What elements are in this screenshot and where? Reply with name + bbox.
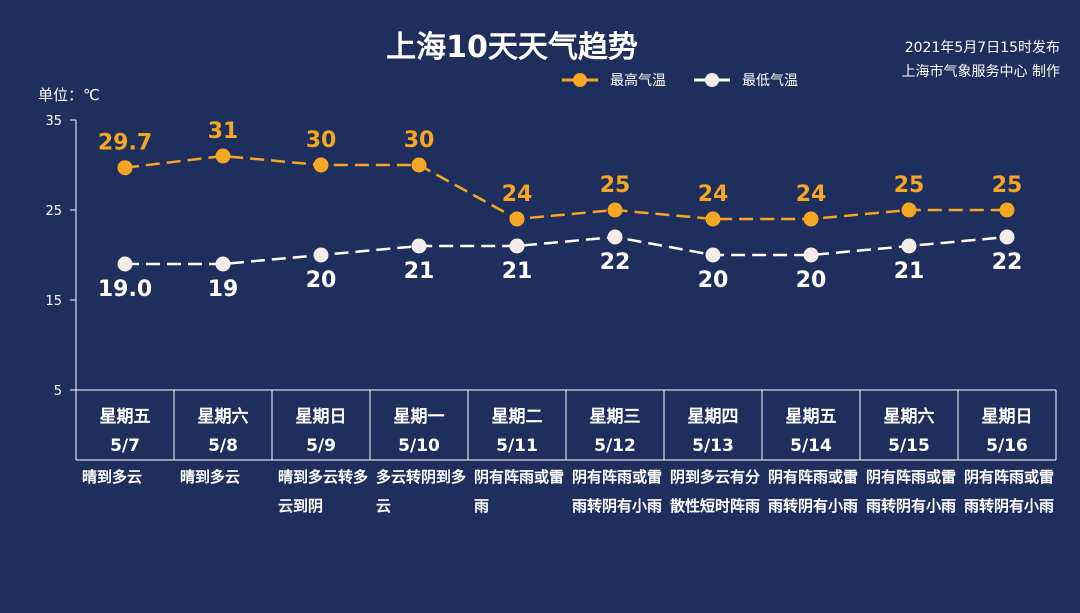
issued-time: 2021年5月7日15时发布 — [904, 40, 1060, 56]
point-high — [607, 202, 623, 218]
point-high — [803, 211, 819, 227]
x-day-label: 星期六 — [884, 406, 935, 427]
data-label-low: 22 — [600, 250, 631, 275]
issued-info: 2021年5月7日15时发布 上海市气象服务中心 制作 — [902, 36, 1060, 84]
x-date-label: 5/16 — [986, 436, 1028, 456]
weather-description: 阴有阵雨或雷雨 — [474, 468, 565, 515]
series-line-low — [125, 235, 1008, 266]
weather-description: 阴有阵雨或雷雨转阴有小雨 — [866, 468, 957, 515]
data-label-low: 19 — [208, 277, 239, 302]
legend-item-low: 最低气温 — [692, 70, 798, 90]
weather-description: 阴有阵雨或雷雨转阴有小雨 — [572, 468, 663, 515]
point-high — [901, 202, 917, 218]
x-day-label: 星期二 — [492, 407, 543, 427]
legend-high-swatch — [562, 73, 598, 87]
y-tick-label: 5 — [54, 384, 62, 399]
x-day-label: 星期五 — [100, 407, 151, 427]
data-label-high: 25 — [992, 173, 1023, 198]
x-date-label: 5/11 — [496, 436, 538, 456]
data-label-low: 21 — [894, 259, 925, 284]
point-low — [411, 238, 427, 254]
x-date-label: 5/15 — [888, 436, 930, 456]
x-day-label: 星期六 — [198, 406, 249, 427]
x-date-label: 5/9 — [306, 436, 336, 456]
point-high — [215, 148, 231, 164]
x-date-label: 5/8 — [208, 436, 238, 456]
data-label-high: 25 — [894, 173, 925, 198]
y-tick-label: 25 — [45, 204, 62, 219]
weather-description: 晴到多云 — [82, 468, 143, 486]
data-label-high: 24 — [796, 182, 827, 207]
y-tick-label: 35 — [45, 114, 62, 129]
point-high — [313, 157, 329, 173]
weather-description: 多云转阴到多云 — [376, 468, 467, 515]
x-date-label: 5/14 — [790, 436, 832, 456]
data-label-low: 21 — [404, 259, 435, 284]
legend-low-swatch — [694, 73, 730, 87]
x-day-label: 星期日 — [296, 407, 347, 427]
x-date-label: 5/13 — [692, 436, 734, 456]
point-low — [901, 238, 917, 254]
x-day-label: 星期五 — [786, 407, 837, 427]
data-label-low: 22 — [992, 250, 1023, 275]
y-tick-label: 15 — [45, 294, 62, 309]
weather-description: 晴到多云 — [180, 468, 241, 486]
x-day-label: 星期一 — [394, 407, 445, 427]
weather-description: 阴到多云有分散性短时阵雨 — [670, 468, 761, 515]
data-label-low: 19.0 — [98, 277, 152, 302]
page-title: 上海10天天气趋势 — [386, 30, 638, 65]
data-label-high: 29.7 — [98, 131, 152, 156]
legend-item-high: 最高气温 — [560, 70, 666, 90]
weather-description: 阴有阵雨或雷雨转阴有小雨 — [964, 468, 1055, 515]
point-low — [313, 247, 329, 263]
point-high — [999, 202, 1015, 218]
point-high — [411, 157, 427, 173]
point-low — [999, 229, 1015, 245]
x-date-label: 5/10 — [398, 436, 440, 456]
point-low — [117, 256, 133, 272]
x-day-label: 星期三 — [590, 407, 641, 427]
series-line-high — [124, 154, 1007, 221]
data-label-high: 25 — [600, 173, 631, 198]
x-day-label: 星期日 — [982, 407, 1033, 427]
legend-high-label: 最高气温 — [610, 73, 666, 89]
x-day-label: 星期四 — [688, 407, 739, 427]
x-date-label: 5/12 — [594, 436, 636, 456]
legend: 最高气温 最低气温 — [560, 70, 824, 90]
point-low — [509, 238, 525, 254]
data-label-low: 21 — [502, 259, 533, 284]
data-label-low: 20 — [796, 268, 827, 293]
point-high — [117, 160, 133, 176]
data-label-high: 30 — [404, 128, 435, 153]
data-label-low: 20 — [698, 268, 729, 293]
data-label-high: 30 — [306, 128, 337, 153]
x-date-label: 5/7 — [110, 436, 140, 456]
point-low — [803, 247, 819, 263]
point-high — [705, 211, 721, 227]
data-label-high: 24 — [698, 182, 729, 207]
legend-low-label: 最低气温 — [742, 73, 798, 89]
point-low — [215, 256, 231, 272]
point-high — [509, 211, 525, 227]
weather-description: 阴有阵雨或雷雨转阴有小雨 — [768, 468, 859, 515]
data-label-low: 20 — [306, 268, 337, 293]
data-label-high: 31 — [208, 119, 239, 144]
point-low — [705, 247, 721, 263]
unit-label: 单位：℃ — [38, 86, 100, 104]
weather-description: 晴到多云转多云到阴 — [278, 468, 369, 515]
data-label-high: 24 — [502, 182, 533, 207]
point-low — [607, 229, 623, 245]
issued-by: 上海市气象服务中心 制作 — [901, 64, 1060, 80]
